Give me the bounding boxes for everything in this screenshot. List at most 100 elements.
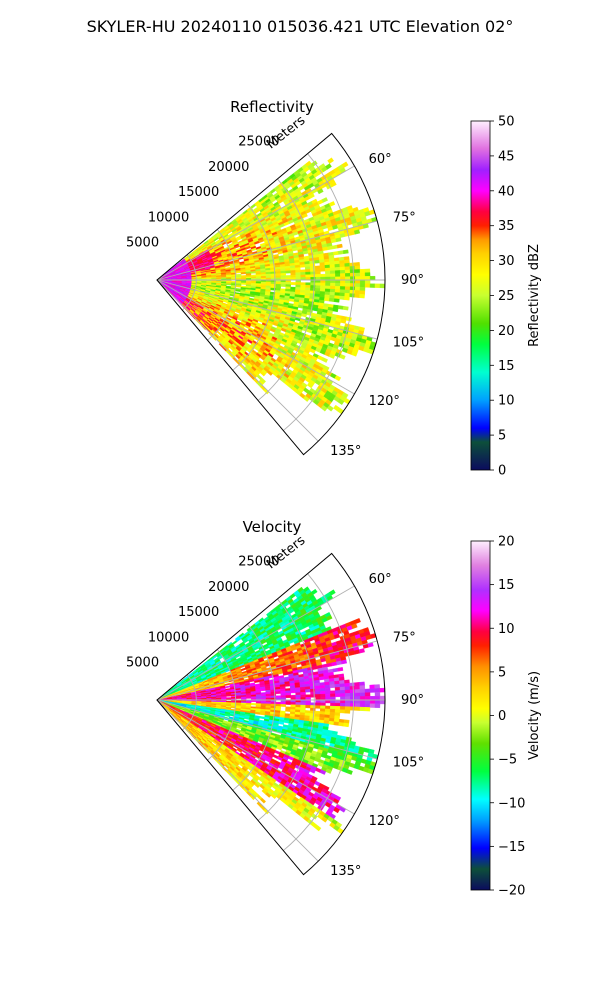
range-gate-cell (250, 271, 257, 274)
range-gate-cell (339, 683, 346, 688)
range-gate-cell (330, 690, 336, 695)
range-gate-cell (255, 276, 262, 279)
range-gate-cell (317, 188, 324, 195)
range-gate-cell (374, 699, 381, 705)
range-gate-cell (349, 283, 356, 288)
range-gate-cell (324, 264, 331, 269)
range-gate-cell (345, 703, 351, 707)
range-gate-cell (310, 688, 316, 693)
range-gate-cell (345, 273, 351, 277)
range-gate-cell (324, 267, 331, 272)
range-gate-cell (354, 283, 361, 288)
range-gate-cell (315, 274, 321, 278)
range-gate-cell (334, 286, 341, 290)
range-gate-cell (328, 297, 335, 302)
range-gate-cell (275, 691, 281, 694)
range-gate-cell (319, 268, 326, 272)
range-gate-cell (280, 695, 287, 699)
range-gate-cell (290, 274, 296, 278)
range-gate-cell (236, 696, 242, 699)
range-gate-cell (349, 682, 355, 687)
range-gate-cell (369, 699, 376, 705)
range-gate-cell (255, 696, 262, 699)
range-gate-cell (320, 702, 326, 707)
range-gate-cell (354, 703, 361, 708)
range-gate-cell (280, 273, 286, 276)
azimuth-tick-label: 105° (393, 336, 424, 351)
range-gate-cell (315, 285, 321, 289)
range-gate-cell (374, 703, 381, 708)
azimuth-tick-label: 90° (401, 273, 424, 288)
range-gate-cell (319, 688, 326, 692)
azimuth-tick-label: 75° (393, 210, 416, 225)
range-gate-cell (335, 276, 341, 281)
range-gate-cell (300, 689, 306, 693)
range-gate-cell (285, 702, 292, 705)
range-gate-cell (344, 709, 351, 714)
range-gate-cell (364, 279, 371, 284)
range-gate-cell (295, 694, 301, 698)
range-gate-cell (330, 276, 336, 281)
range-gate-cell (339, 354, 346, 360)
range-gate-cell (325, 285, 331, 290)
reflectivity-panel: Reflectivity 60°75°90°105°120°135°500010… (126, 98, 542, 479)
range-gate-cell (295, 692, 301, 696)
range-gate-cell (344, 682, 351, 688)
range-gate-cell (300, 694, 306, 698)
colorbar-tick-label: 35 (498, 219, 515, 234)
range-gate-cell (310, 268, 316, 273)
range-gate-cell (339, 269, 346, 274)
range-gate-cell (364, 268, 371, 273)
range-gate-cell (349, 685, 356, 691)
range-gate-cell (334, 266, 341, 271)
azimuth-tick-label: 60° (369, 152, 392, 167)
range-gate-cell (305, 702, 311, 706)
range-gate-cell (333, 251, 339, 256)
range-gate-cell (344, 679, 350, 684)
range-gate-cell (341, 161, 349, 168)
range-gate-cell (339, 289, 346, 294)
range-gate-cell (325, 270, 331, 275)
range-gate-cell (325, 690, 331, 695)
panel-title: Velocity (243, 518, 302, 536)
range-gate-cell (280, 693, 286, 696)
range-gate-cell (344, 706, 351, 711)
range-gate-cell (324, 297, 330, 302)
range-gate-cell (334, 686, 341, 691)
range-gate-cell (339, 263, 346, 268)
range-gate-cell (325, 279, 331, 284)
range-gate-cell (300, 272, 306, 276)
range-gate-cell (349, 293, 355, 298)
range-gate-cell (359, 692, 366, 697)
range-gate-cell (358, 648, 365, 654)
colorbar-tick-label: 20 (498, 324, 515, 339)
range-gate-cell (290, 282, 296, 286)
range-gate-cell (321, 197, 328, 203)
range-gate-cell (295, 282, 301, 286)
range-gate-cell (349, 289, 356, 295)
range-gate-cell (359, 279, 366, 284)
range-gate-cell (359, 283, 366, 288)
range-gate-cell (240, 667, 247, 672)
range-gate-cell (335, 282, 341, 287)
range-gate-cell (335, 699, 341, 704)
range-gate-cell (344, 296, 350, 301)
range-gate-cell (325, 282, 331, 287)
range-gate-cell (349, 706, 356, 711)
range-gate-cell (339, 295, 345, 300)
range-gate-cell (290, 690, 296, 694)
range-gate-cell (290, 694, 296, 698)
range-gate-cell (315, 702, 321, 706)
range-gate-cell (280, 701, 287, 705)
range-gate-cell (340, 279, 346, 284)
range-gate-cell (321, 357, 328, 363)
range-gate-cell (334, 270, 341, 274)
reflectivity-field (157, 157, 386, 415)
range-gate-cell (334, 289, 341, 294)
range-gate-cell (364, 692, 371, 697)
range-gate-cell (364, 696, 371, 701)
range-gate-cell (320, 282, 326, 287)
range-gate-cell (354, 286, 361, 291)
